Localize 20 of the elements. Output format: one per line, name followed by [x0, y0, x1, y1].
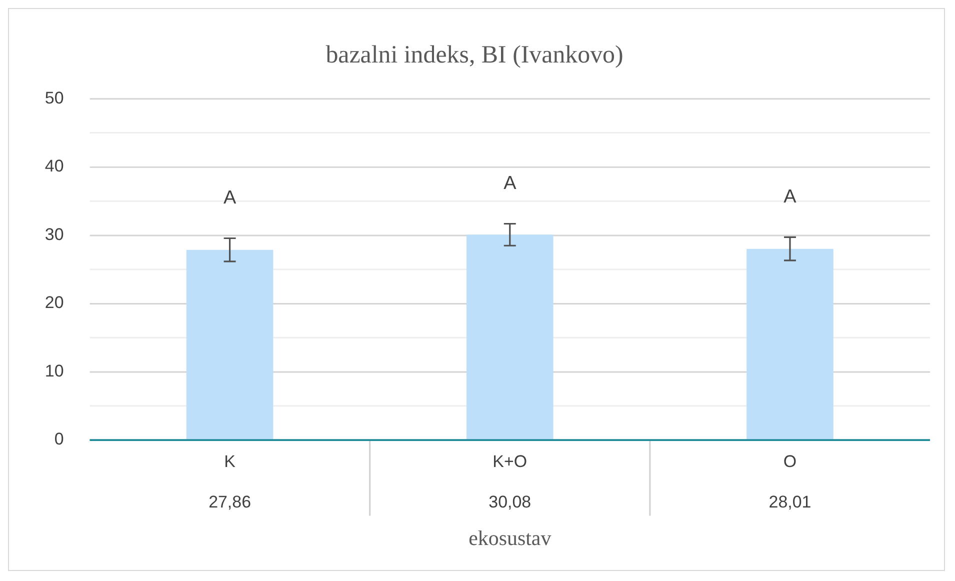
- annotation: A: [504, 173, 517, 194]
- annotation: A: [784, 186, 797, 208]
- chart-title: bazalni indeks, BI (Ivankovo): [326, 41, 624, 68]
- data-label: 27,86: [208, 492, 251, 512]
- x-tick-label: K: [224, 452, 236, 471]
- bar: [746, 248, 834, 440]
- x-tick-label: K+O: [492, 452, 528, 471]
- y-tick-label: 10: [44, 361, 64, 380]
- data-label: 28,01: [768, 492, 812, 512]
- y-tick-label: 20: [44, 293, 64, 312]
- bar: [186, 250, 274, 440]
- annotation: A: [223, 188, 236, 209]
- y-tick-label: 0: [54, 430, 64, 449]
- y-tick-label: 30: [44, 224, 64, 244]
- x-axis-title: ekosustav: [468, 526, 552, 550]
- bar: [466, 234, 554, 440]
- y-tick-label: 50: [44, 88, 64, 108]
- x-tick-label: O: [783, 452, 797, 471]
- y-tick-label: 40: [44, 156, 64, 176]
- data-label: 30,08: [488, 492, 532, 512]
